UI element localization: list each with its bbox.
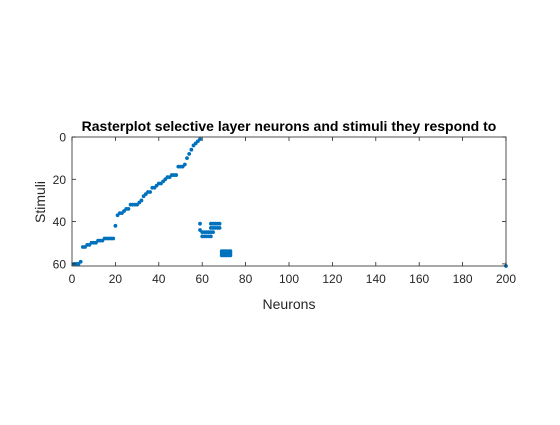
y-axis-label: Stimuli xyxy=(32,181,48,223)
y-tick-label: 0 xyxy=(59,131,66,145)
x-tick-label: 160 xyxy=(409,272,429,286)
x-tick-label: 0 xyxy=(69,272,76,286)
chart-title: Rasterplot selective layer neurons and s… xyxy=(82,118,497,134)
y-tick-label: 60 xyxy=(53,257,67,271)
data-point xyxy=(217,226,222,230)
x-tick-label: 140 xyxy=(366,272,386,286)
data-point xyxy=(187,152,192,156)
x-tick-label: 60 xyxy=(196,272,210,286)
data-point xyxy=(182,162,187,167)
y-tick-label: 20 xyxy=(53,173,67,187)
data-point xyxy=(217,221,222,226)
data-point xyxy=(211,230,215,235)
data-point xyxy=(198,221,202,226)
data-points xyxy=(72,137,508,268)
data-point xyxy=(148,190,153,194)
x-axis-label: Neurons xyxy=(263,296,316,312)
data-point xyxy=(208,234,213,239)
data-point xyxy=(228,253,233,258)
x-tick-label: 20 xyxy=(109,272,123,286)
data-point xyxy=(113,223,118,228)
data-point xyxy=(111,236,116,241)
data-point xyxy=(174,173,179,177)
y-tick-label: 40 xyxy=(53,215,67,229)
data-point xyxy=(126,207,131,211)
data-point xyxy=(198,137,202,142)
axes: 0 20 40 60 80 100 120 140 160 180 200 0 20 40 60 xyxy=(53,131,517,287)
data-point xyxy=(78,259,83,264)
plot-area xyxy=(72,137,506,266)
data-point xyxy=(185,156,189,161)
x-tick-label: 120 xyxy=(322,272,342,286)
plot-background xyxy=(72,137,506,266)
data-point xyxy=(139,198,144,203)
x-tick-label: 80 xyxy=(239,272,253,286)
x-tick-label: 100 xyxy=(279,272,299,286)
x-tick-label: 200 xyxy=(496,272,516,286)
x-tick-label: 40 xyxy=(152,272,166,286)
x-tick-label: 180 xyxy=(453,272,473,286)
data-point xyxy=(189,147,194,152)
